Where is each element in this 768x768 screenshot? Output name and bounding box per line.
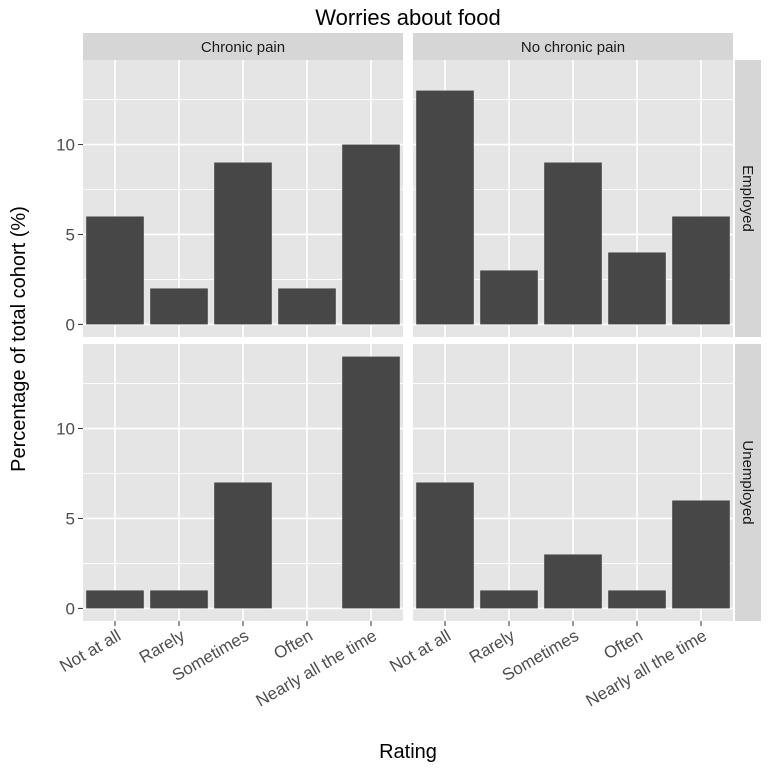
- bar-no-chronic-pain-unemployed-not-at-all: [416, 482, 474, 609]
- x-tick-label: Nearly all the time: [583, 626, 710, 710]
- bar-no-chronic-pain-employed-not-at-all: [416, 90, 474, 325]
- bar-no-chronic-pain-unemployed-nearly-all-the-time: [672, 500, 730, 609]
- x-tick-label: Not at all: [386, 626, 454, 676]
- bar-chronic-pain-unemployed-sometimes: [214, 482, 272, 609]
- bar-no-chronic-pain-employed-sometimes: [544, 162, 602, 325]
- bar-no-chronic-pain-employed-nearly-all-the-time: [672, 216, 730, 325]
- x-axis-title: Rating: [379, 741, 437, 763]
- bar-chronic-pain-unemployed-rarely: [150, 590, 208, 609]
- y-tick-label: 0: [66, 315, 75, 334]
- column-strip-chronic-pain: [83, 33, 403, 60]
- bar-chronic-pain-employed-nearly-all-the-time: [342, 144, 400, 325]
- y-tick-label: 0: [66, 599, 75, 618]
- y-tick-label: 5: [66, 509, 75, 528]
- bar-no-chronic-pain-unemployed-rarely: [480, 590, 538, 609]
- bar-no-chronic-pain-employed-often: [608, 252, 666, 325]
- bar-no-chronic-pain-unemployed-often: [608, 590, 666, 609]
- bar-chronic-pain-employed-not-at-all: [86, 216, 144, 325]
- y-tick-label: 10: [56, 420, 75, 439]
- bar-chronic-pain-employed-often: [278, 288, 336, 325]
- y-axis-title: Percentage of total cohort (%): [8, 206, 30, 472]
- row-strip-unemployed: [735, 344, 761, 621]
- x-tick-label: Often: [270, 626, 316, 663]
- chart-title: Worries about food: [315, 5, 500, 30]
- row-strip-employed: [735, 60, 761, 337]
- x-tick-label: Nearly all the time: [253, 626, 380, 710]
- bar-no-chronic-pain-unemployed-sometimes: [544, 554, 602, 609]
- column-strip-no-chronic-pain: [413, 33, 733, 60]
- bar-no-chronic-pain-employed-rarely: [480, 270, 538, 325]
- bar-chronic-pain-unemployed-nearly-all-the-time: [342, 356, 400, 609]
- plot-layer: Chronic pain No chronic pain Employed Unemp…: [56, 33, 761, 710]
- column-strip-label: No chronic pain: [521, 39, 625, 56]
- row-strip-label: Unemployed: [739, 440, 756, 524]
- y-tick-label: 5: [66, 225, 75, 244]
- row-strip-label: Employed: [739, 165, 756, 232]
- x-tick-label: Not at all: [56, 626, 124, 676]
- bar-chronic-pain-employed-rarely: [150, 288, 208, 325]
- bar-chronic-pain-unemployed-not-at-all: [86, 590, 144, 609]
- y-tick-label: 10: [56, 136, 75, 155]
- column-strip-label: Chronic pain: [201, 39, 285, 56]
- x-tick-label: Often: [600, 626, 646, 663]
- bar-chronic-pain-employed-sometimes: [214, 162, 272, 325]
